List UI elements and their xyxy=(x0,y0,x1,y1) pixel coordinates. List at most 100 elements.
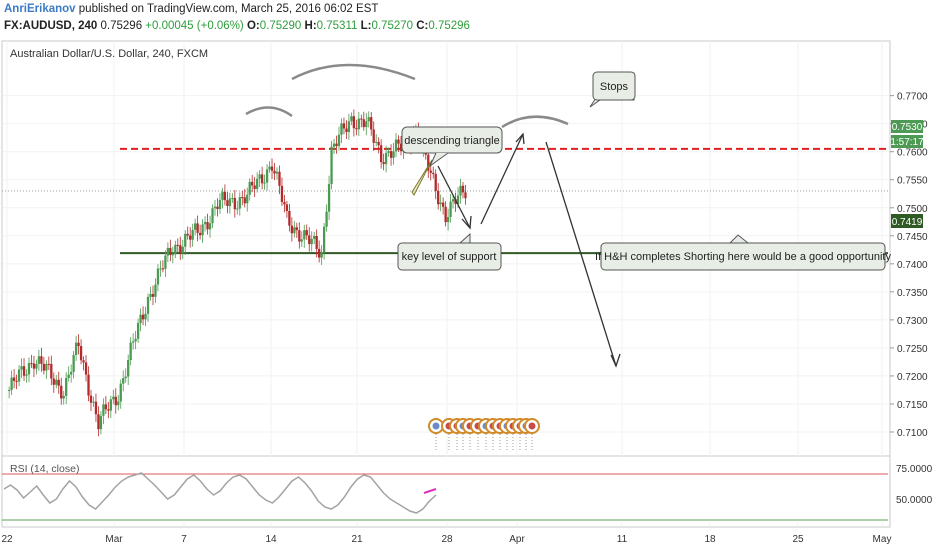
chart-frame xyxy=(1,40,891,528)
rsi-tick-75: 75.0000 xyxy=(896,464,932,475)
price-tick-label: 0.7550 xyxy=(897,176,928,187)
price-tick-label: 0.7450 xyxy=(897,232,928,243)
candle-body xyxy=(218,199,222,210)
candle-body xyxy=(12,377,16,381)
candle-body xyxy=(45,363,48,371)
price-tick-label: 0.7150 xyxy=(897,400,928,411)
countdown-value: 1:57:17 xyxy=(890,137,924,148)
candle-body xyxy=(283,202,286,205)
triangle-callout[interactable]: descending triangle xyxy=(401,126,503,168)
time-tick-label: Apr xyxy=(509,534,525,545)
candle-body xyxy=(303,230,306,240)
candle-body xyxy=(42,363,46,371)
candle-body xyxy=(191,229,194,240)
price-tick-label: 0.7300 xyxy=(897,316,928,327)
candle-body xyxy=(370,117,373,130)
candle-body xyxy=(47,363,50,365)
candle-body xyxy=(313,235,316,239)
candle-body xyxy=(444,206,447,223)
descending-triangle-shape[interactable] xyxy=(411,159,433,196)
candle-body xyxy=(82,360,85,363)
left-shoulder-arc[interactable] xyxy=(245,106,293,118)
candle-body xyxy=(124,376,127,379)
candle-body xyxy=(50,363,53,379)
time-tick-label: May xyxy=(873,534,892,545)
candle-body xyxy=(74,342,78,355)
time-tick-label: 25 xyxy=(792,534,804,545)
candle-body xyxy=(337,134,341,147)
candle-body xyxy=(67,374,70,378)
candle-body xyxy=(327,184,331,212)
candle-body xyxy=(355,128,358,130)
candle-body xyxy=(280,185,284,203)
candle-body xyxy=(201,224,204,236)
candle-body xyxy=(305,230,308,236)
candle-body xyxy=(194,223,197,230)
stops-callout[interactable]: Stops xyxy=(589,71,636,108)
candle-body xyxy=(119,383,122,402)
candle-body xyxy=(459,185,462,196)
candle-body xyxy=(270,166,274,171)
time-tick-label: 28 xyxy=(441,534,453,545)
candle-body xyxy=(127,360,130,377)
candle-body xyxy=(273,170,276,174)
candle-body xyxy=(15,380,18,382)
candle-body xyxy=(146,296,150,314)
current-price-tag: 0.7530 1:57:17 xyxy=(890,120,924,148)
time-tick-label: 14 xyxy=(265,534,277,545)
high-label: H: xyxy=(304,20,317,32)
candle-body xyxy=(8,389,11,391)
economic-events[interactable] xyxy=(428,418,540,450)
candle-body xyxy=(104,404,108,410)
time-tick-label: 7 xyxy=(181,534,187,545)
open-label: O: xyxy=(246,20,260,32)
support-price-value: 0.7419 xyxy=(892,217,923,228)
candle-body xyxy=(380,145,383,163)
candle-body xyxy=(384,152,388,165)
candle-body xyxy=(37,356,41,364)
price-tick-label: 0.7350 xyxy=(897,288,928,299)
candle-body xyxy=(35,363,38,369)
author-link[interactable]: AnriErikanov xyxy=(4,3,76,15)
candle-body xyxy=(87,374,90,396)
close-value: 0.75296 xyxy=(428,20,470,32)
candle-body xyxy=(236,208,239,210)
candle-body xyxy=(248,181,251,195)
candle-body xyxy=(268,166,271,170)
projection-arrows[interactable] xyxy=(437,132,621,368)
candle-body xyxy=(367,117,370,122)
rsi-divergence-mark[interactable] xyxy=(423,488,437,494)
low-label: L: xyxy=(360,20,372,32)
candle-body xyxy=(154,284,157,297)
candle-body xyxy=(27,363,31,375)
candle-body xyxy=(375,141,378,143)
price-tick-label: 0.7700 xyxy=(897,92,928,103)
candle-body xyxy=(206,222,209,230)
stops-label: Stops xyxy=(600,81,629,93)
price-change: +0.00045 (+0.06%) xyxy=(145,20,244,32)
price-chart[interactable]: 0.77000.76500.76000.75500.75000.74500.74… xyxy=(0,38,932,550)
candle-body xyxy=(278,171,281,186)
time-axis: 22 Mar 7 14 21 28 Apr 11 18 25 May xyxy=(1,534,891,545)
price-tick-label: 0.7600 xyxy=(897,148,928,159)
candle-body xyxy=(454,199,457,204)
candle-body xyxy=(332,143,336,147)
head-arc[interactable] xyxy=(291,63,416,81)
rsi-pane[interactable]: RSI (14, close) 75.0000 50.0000 xyxy=(2,457,932,522)
candle-body xyxy=(372,129,375,143)
candle-body xyxy=(340,123,343,135)
candle-body xyxy=(184,233,187,247)
candle-body xyxy=(99,415,103,430)
candle-body xyxy=(211,208,214,224)
right-shoulder-arc[interactable] xyxy=(501,115,569,129)
support-callout[interactable]: key level of support xyxy=(397,232,502,271)
time-tick-label: 11 xyxy=(617,534,628,545)
candle-body xyxy=(22,366,26,376)
candle-body xyxy=(360,118,363,120)
last-price: 0.75296 xyxy=(100,20,143,32)
time-tick-label: 18 xyxy=(704,534,716,545)
grid xyxy=(3,41,889,527)
candle-body xyxy=(159,268,162,270)
candle-body xyxy=(434,173,437,191)
hh-callout[interactable]: If H&H completes Shorting here would be … xyxy=(595,234,891,271)
